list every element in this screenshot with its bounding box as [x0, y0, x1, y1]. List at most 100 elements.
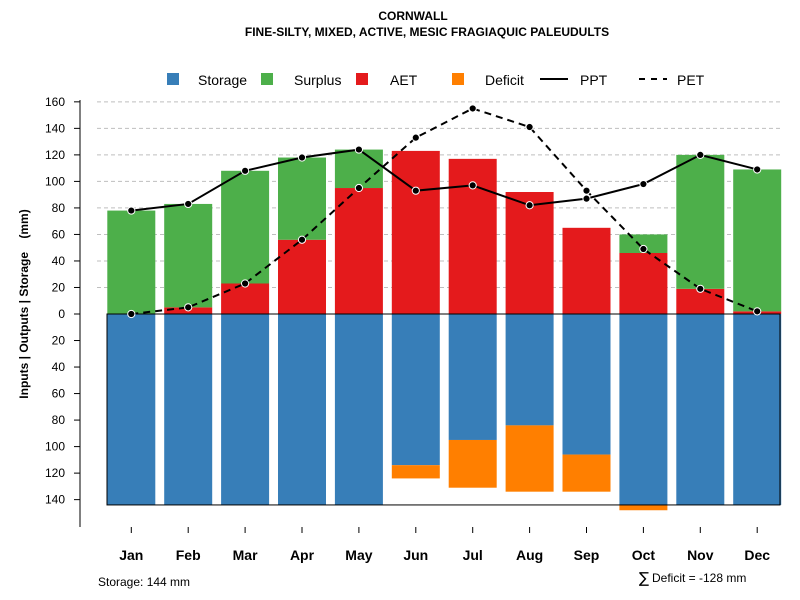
x-tick-label-dec: Dec	[744, 547, 770, 563]
bar-marks	[107, 149, 782, 511]
storage-bar-dec	[733, 314, 782, 505]
storage-bar-jul	[448, 314, 497, 440]
aet-bar-may	[334, 188, 383, 314]
storage-annotation: Storage: 144 mm	[98, 575, 190, 589]
y-tick-label: 40	[52, 254, 66, 268]
ppt-point-jan	[127, 206, 136, 215]
y-tick-label: 80	[52, 201, 66, 215]
legend-label-deficit: Deficit	[485, 72, 524, 88]
ppt-point-mar	[241, 166, 250, 175]
surplus-bar-nov	[676, 154, 725, 289]
legend-swatch-aet	[356, 73, 368, 85]
y-tick-label: 100	[45, 440, 65, 454]
pet-point-nov	[696, 284, 705, 293]
y-tick-label: 160	[45, 95, 65, 109]
y-tick-label: 20	[52, 280, 66, 294]
chart-title: CORNWALL	[378, 9, 447, 23]
storage-bar-oct	[619, 314, 668, 505]
pet-point-dec	[753, 307, 762, 316]
surplus-bar-oct	[619, 234, 668, 254]
legend-swatch-surplus	[261, 73, 273, 85]
legend-label-storage: Storage	[198, 72, 247, 88]
storage-bar-jan	[107, 314, 156, 505]
x-tick-label-oct: Oct	[632, 547, 656, 563]
surplus-bar-feb	[164, 203, 213, 308]
x-tick-label-jan: Jan	[119, 547, 143, 563]
deficit-bar-sep	[562, 454, 611, 492]
aet-bar-oct	[619, 253, 668, 314]
ppt-point-aug	[525, 201, 534, 210]
x-tick-label-may: May	[345, 547, 372, 563]
y-tick-label: 0	[58, 307, 65, 321]
storage-bar-apr	[278, 314, 326, 505]
ppt-point-feb	[184, 199, 193, 209]
ppt-point-may	[354, 145, 363, 154]
x-tick-label-jul: Jul	[463, 547, 483, 563]
pet-point-jul	[468, 104, 477, 113]
legend-swatch-storage	[167, 73, 179, 85]
deficit-bar-oct	[619, 504, 668, 511]
deficit-bar-jul	[448, 439, 497, 488]
aet-bar-apr	[278, 239, 326, 314]
pet-point-mar	[241, 279, 250, 288]
y-tick-label: 60	[52, 227, 66, 241]
storage-outline	[106, 313, 781, 506]
axes: 160 140 120 100 80 60 40 20 0 20 40 60 80 100 120 140 Ja…	[45, 95, 781, 563]
y-axis-label: Inputs | Outputs | Storage (mm)	[17, 209, 31, 398]
pet-line	[131, 107, 758, 315]
sum-icon: ∑	[639, 569, 649, 587]
storage-bar-nov	[676, 314, 725, 505]
x-tick-label-aug: Aug	[516, 547, 543, 563]
storage-bar-feb	[164, 314, 213, 505]
surplus-bar-mar	[221, 170, 270, 284]
surplus-bar-may	[334, 149, 383, 189]
ppt-point-sep	[582, 194, 591, 203]
ppt-point-jun	[411, 186, 420, 195]
ppt-line	[131, 148, 758, 212]
y-tick-label: 60	[52, 387, 66, 401]
chart-subtitle: FINE-SILTY, MIXED, ACTIVE, MESIC FRAGIAQ…	[245, 25, 609, 39]
storage-bar-jun	[391, 314, 440, 466]
y-tick-label: 80	[52, 413, 66, 427]
aet-bar-nov	[676, 288, 725, 314]
pet-point-oct	[639, 244, 648, 254]
x-tick-label-jun: Jun	[403, 547, 428, 563]
storage-bar-may	[334, 314, 383, 505]
y-tick-label: 40	[52, 360, 66, 374]
legend-label-pet: PET	[677, 72, 705, 88]
x-tick-label-feb: Feb	[176, 547, 201, 563]
pet-point-sep	[582, 186, 591, 195]
y-tick-label: 120	[45, 148, 65, 162]
pet-point-jun	[411, 133, 420, 142]
pet-point-jan	[127, 309, 136, 319]
aet-bar-aug	[505, 192, 554, 314]
y-tick-label: 20	[52, 334, 66, 348]
pet-point-apr	[297, 235, 307, 244]
x-tick-label-mar: Mar	[233, 547, 258, 563]
surplus-bar-jan	[107, 210, 156, 314]
legend-swatch-deficit	[452, 73, 464, 85]
pet-point-aug	[525, 122, 534, 132]
storage-bar-sep	[562, 314, 611, 455]
storage-bar-mar	[221, 314, 270, 505]
surplus-bar-dec	[733, 169, 782, 312]
legend-label-ppt: PPT	[580, 72, 608, 88]
legend-label-aet: AET	[390, 72, 418, 88]
deficit-annotation: Deficit = -128 mm	[652, 571, 746, 585]
ppt-point-nov	[696, 150, 705, 159]
ppt-point-apr	[297, 153, 307, 162]
x-tick-label-nov: Nov	[687, 547, 714, 563]
storage-bar-aug	[505, 314, 554, 426]
surplus-bar-apr	[278, 157, 326, 240]
ppt-point-jul	[468, 181, 477, 190]
aet-bar-mar	[221, 283, 270, 314]
ppt-point-oct	[639, 179, 648, 189]
y-tick-label: 140	[45, 121, 65, 135]
aet-bar-sep	[562, 227, 611, 314]
deficit-bar-aug	[505, 425, 554, 492]
aet-bar-jun	[391, 150, 440, 314]
x-tick-label-sep: Sep	[574, 547, 600, 563]
y-tick-label: 140	[45, 493, 65, 507]
chart-legend: Storage Surplus AET Deficit PPT PET	[167, 72, 705, 88]
